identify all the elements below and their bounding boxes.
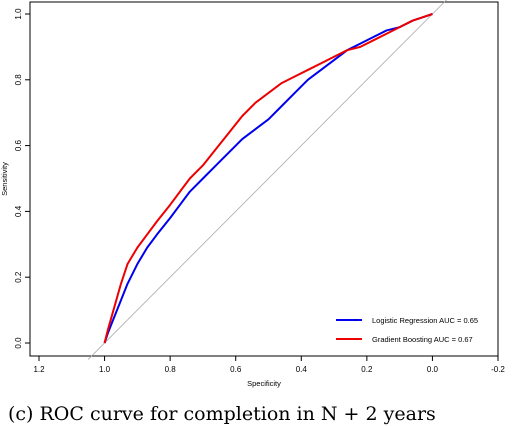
x-tick-label: 0.6 xyxy=(230,365,242,374)
x-tick-label: 0.2 xyxy=(361,365,373,374)
legend-label-1: Logistic Regression AUC = 0.65 xyxy=(372,316,478,325)
roc-chart: 1.2 1.0 0.8 0.6 0.4 0.2 0.0 -0.2 0.00.20.40.60.… xyxy=(0,0,505,388)
x-tick-label: 0.0 xyxy=(427,365,439,374)
y-tick-label: 0.8 xyxy=(14,74,23,86)
x-axis: 1.2 1.0 0.8 0.6 0.4 0.2 0.0 -0.2 xyxy=(33,356,505,374)
x-tick-label: 1.2 xyxy=(33,365,45,374)
legend-label-2: Gradient Boosting AUC = 0.67 xyxy=(372,335,473,344)
y-tick-label: 0.2 xyxy=(14,271,23,283)
x-tick-label: 0.4 xyxy=(296,365,308,374)
legend: Logistic Regression AUC = 0.65 Gradient B… xyxy=(336,316,478,344)
x-tick-label: 1.0 xyxy=(99,365,111,374)
y-tick-label: 1.0 xyxy=(14,8,23,20)
reference-diagonal xyxy=(87,0,447,360)
y-tick-label: 0.0 xyxy=(14,337,23,349)
series-line-1 xyxy=(103,13,433,344)
x-tick-label: -0.2 xyxy=(491,365,505,374)
y-axis-label: Sensitivity xyxy=(0,162,9,196)
plot-area xyxy=(29,0,499,360)
y-tick-label: 0.6 xyxy=(14,139,23,151)
plot-frame xyxy=(29,1,499,357)
x-tick-label: 0.8 xyxy=(165,365,177,374)
x-axis-label: Specificity xyxy=(247,379,281,388)
figure-caption: (c) ROC curve for completion in N + 2 ye… xyxy=(8,403,436,425)
y-axis: 0.0 0.2 0.4 0.6 0.8 1.0 xyxy=(14,8,30,349)
y-tick-label: 0.4 xyxy=(14,205,23,217)
series-line-2 xyxy=(103,13,433,344)
